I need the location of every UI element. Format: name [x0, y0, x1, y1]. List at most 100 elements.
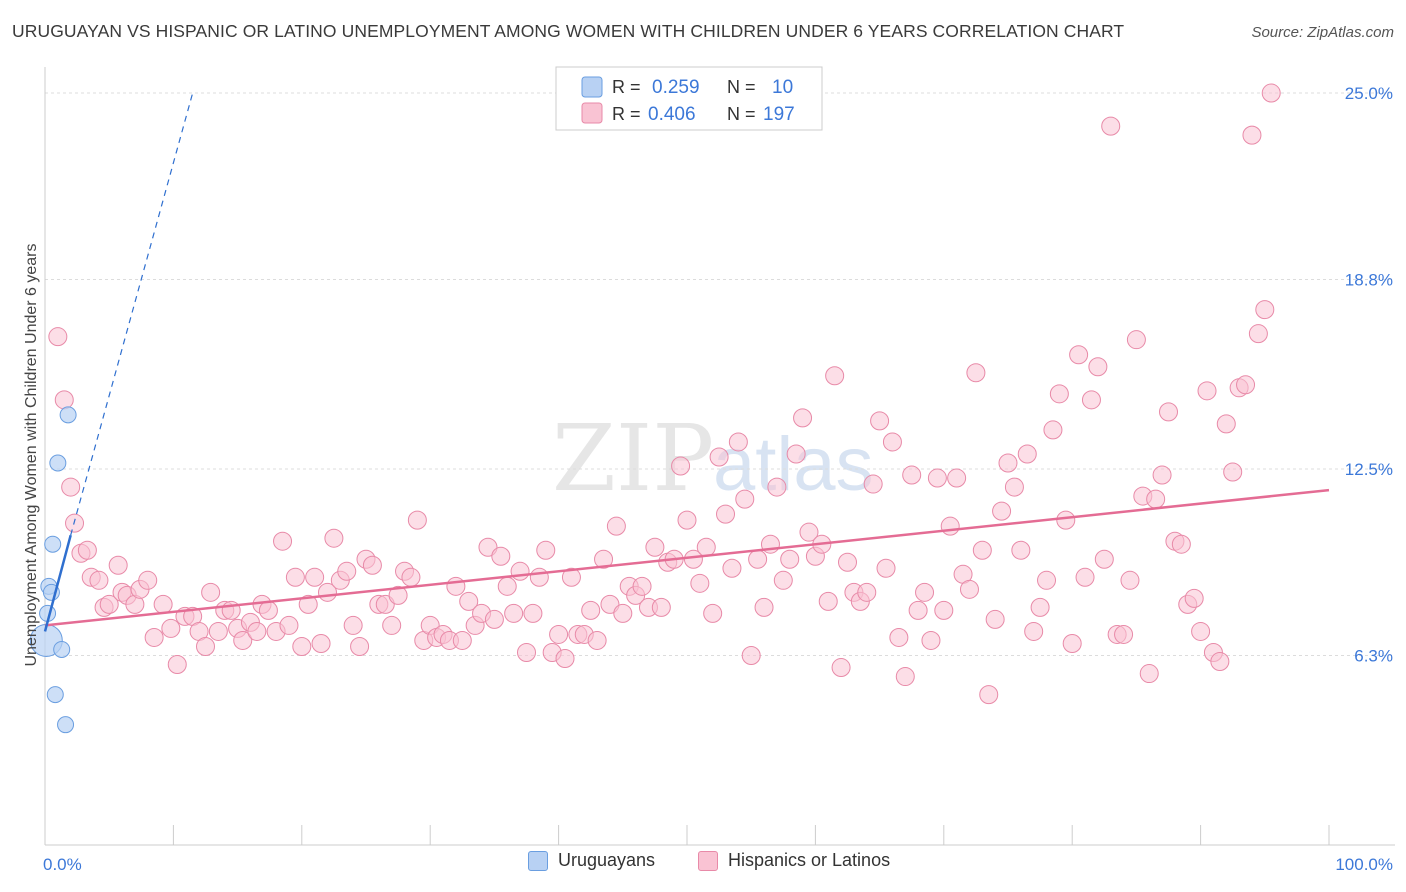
hispanic-point: [1062, 633, 1082, 653]
hispanic-point: [108, 555, 128, 575]
hispanic-point: [786, 444, 806, 464]
uruguayan-trend-line: [43, 534, 72, 632]
hispanic-point: [645, 537, 665, 557]
legend-n-value-1: 10: [772, 77, 793, 98]
source-label: Source: ZipAtlas.com: [1251, 24, 1394, 41]
hispanic-point: [529, 567, 549, 587]
hispanic-point: [780, 549, 800, 569]
hispanic-point: [1191, 621, 1211, 641]
hispanic-point: [1261, 83, 1281, 103]
hispanic-point: [722, 558, 742, 578]
legend-box: R = 0.259 N = 10 R = 0.406 N = 197: [555, 66, 823, 131]
hispanic-point: [208, 621, 228, 641]
hispanic-point: [298, 594, 318, 614]
hispanic-point: [613, 603, 633, 623]
y-tick-labels: 6.3% 12.5% 18.8% 25.0%: [1345, 84, 1393, 665]
hispanic-point: [549, 624, 569, 644]
hispanic-points: [48, 83, 1281, 705]
hispanic-point: [870, 411, 890, 431]
hispanic-point: [902, 465, 922, 485]
hispanic-point: [735, 489, 755, 509]
hispanic-point: [1075, 567, 1095, 587]
uruguayan-point: [57, 716, 75, 734]
hispanic-point: [233, 630, 253, 650]
x-tick-labels: 0.0% 100.0%: [43, 855, 1393, 874]
hispanic-point: [940, 516, 960, 536]
legend-r-label-1: R =: [612, 77, 641, 97]
hispanic-point: [876, 558, 896, 578]
hispanic-point: [61, 477, 81, 497]
uruguayan-point: [59, 406, 77, 424]
hispanic-point: [773, 570, 793, 590]
legend-n-label-1: N =: [727, 77, 756, 97]
hispanic-point: [510, 561, 530, 581]
hispanic-point: [966, 363, 986, 383]
hispanic-point: [690, 573, 710, 593]
hispanic-point: [54, 390, 74, 410]
hispanic-point: [285, 567, 305, 587]
hispanic-point: [703, 603, 723, 623]
gridlines: [45, 92, 1395, 657]
hispanic-point: [1101, 116, 1121, 136]
hispanic-point: [89, 570, 109, 590]
hispanic-point: [1210, 652, 1230, 672]
hispanic-point: [947, 468, 967, 488]
trend-lines: [43, 92, 1330, 632]
hispanic-point: [491, 546, 511, 566]
hispanic-point: [1139, 664, 1159, 684]
hispanic-point: [196, 636, 215, 656]
hispanic-point: [258, 600, 278, 620]
hispanic-point: [1017, 444, 1037, 464]
hispanic-point: [523, 603, 543, 623]
hispanic-point: [1094, 549, 1114, 569]
hispanic-point: [459, 591, 479, 611]
hispanic-point: [382, 615, 402, 635]
hispanic-point: [138, 570, 158, 590]
y-tick-label: 6.3%: [1354, 647, 1393, 666]
hispanic-point: [201, 582, 221, 602]
legend-n-label-2: N =: [727, 104, 756, 124]
hispanic-point: [292, 636, 312, 656]
hispanic-point: [921, 630, 941, 650]
hispanic-point: [1030, 597, 1050, 617]
swatch-uruguayans: [528, 850, 548, 871]
uruguayan-point: [53, 640, 71, 658]
hispanic-point: [671, 456, 691, 476]
hispanic-point: [337, 561, 357, 581]
hispanic-point: [606, 516, 626, 536]
hispanic-point: [728, 432, 748, 452]
legend-r-value-1: 0.259: [652, 77, 700, 98]
hispanic-point: [99, 594, 119, 614]
hispanic-point: [279, 615, 299, 635]
hispanic-point: [407, 510, 427, 530]
chart-title: URUGUAYAN VS HISPANIC OR LATINO UNEMPLOY…: [12, 21, 1125, 41]
hispanic-point: [799, 522, 819, 542]
hispanic-point: [934, 600, 954, 620]
hispanic-point: [324, 528, 344, 548]
hispanic-trend-line: [44, 488, 1330, 627]
hispanic-point: [831, 658, 851, 678]
hispanic-point: [1242, 125, 1262, 145]
hispanic-point: [1146, 489, 1166, 509]
hispanic-point: [1171, 534, 1191, 554]
hispanic-point: [1037, 570, 1057, 590]
y-tick-label: 18.8%: [1345, 271, 1393, 290]
legend-n-value-2: 197: [763, 104, 795, 125]
hispanic-point: [452, 630, 472, 650]
hispanic-point: [1120, 570, 1140, 590]
hispanic-point: [273, 531, 293, 551]
hispanic-point: [1043, 420, 1063, 440]
hispanic-point: [992, 501, 1012, 521]
hispanic-point: [1184, 588, 1204, 608]
hispanic-point: [915, 582, 935, 602]
hispanic-point: [48, 327, 68, 347]
axes: [44, 67, 1395, 846]
hispanic-point: [889, 627, 909, 647]
hispanic-point: [741, 646, 761, 666]
hispanic-point: [677, 510, 697, 530]
hispanic-point: [825, 366, 845, 386]
hispanic-point: [927, 468, 947, 488]
hispanic-point: [716, 504, 736, 524]
uruguayan-point: [44, 535, 62, 553]
